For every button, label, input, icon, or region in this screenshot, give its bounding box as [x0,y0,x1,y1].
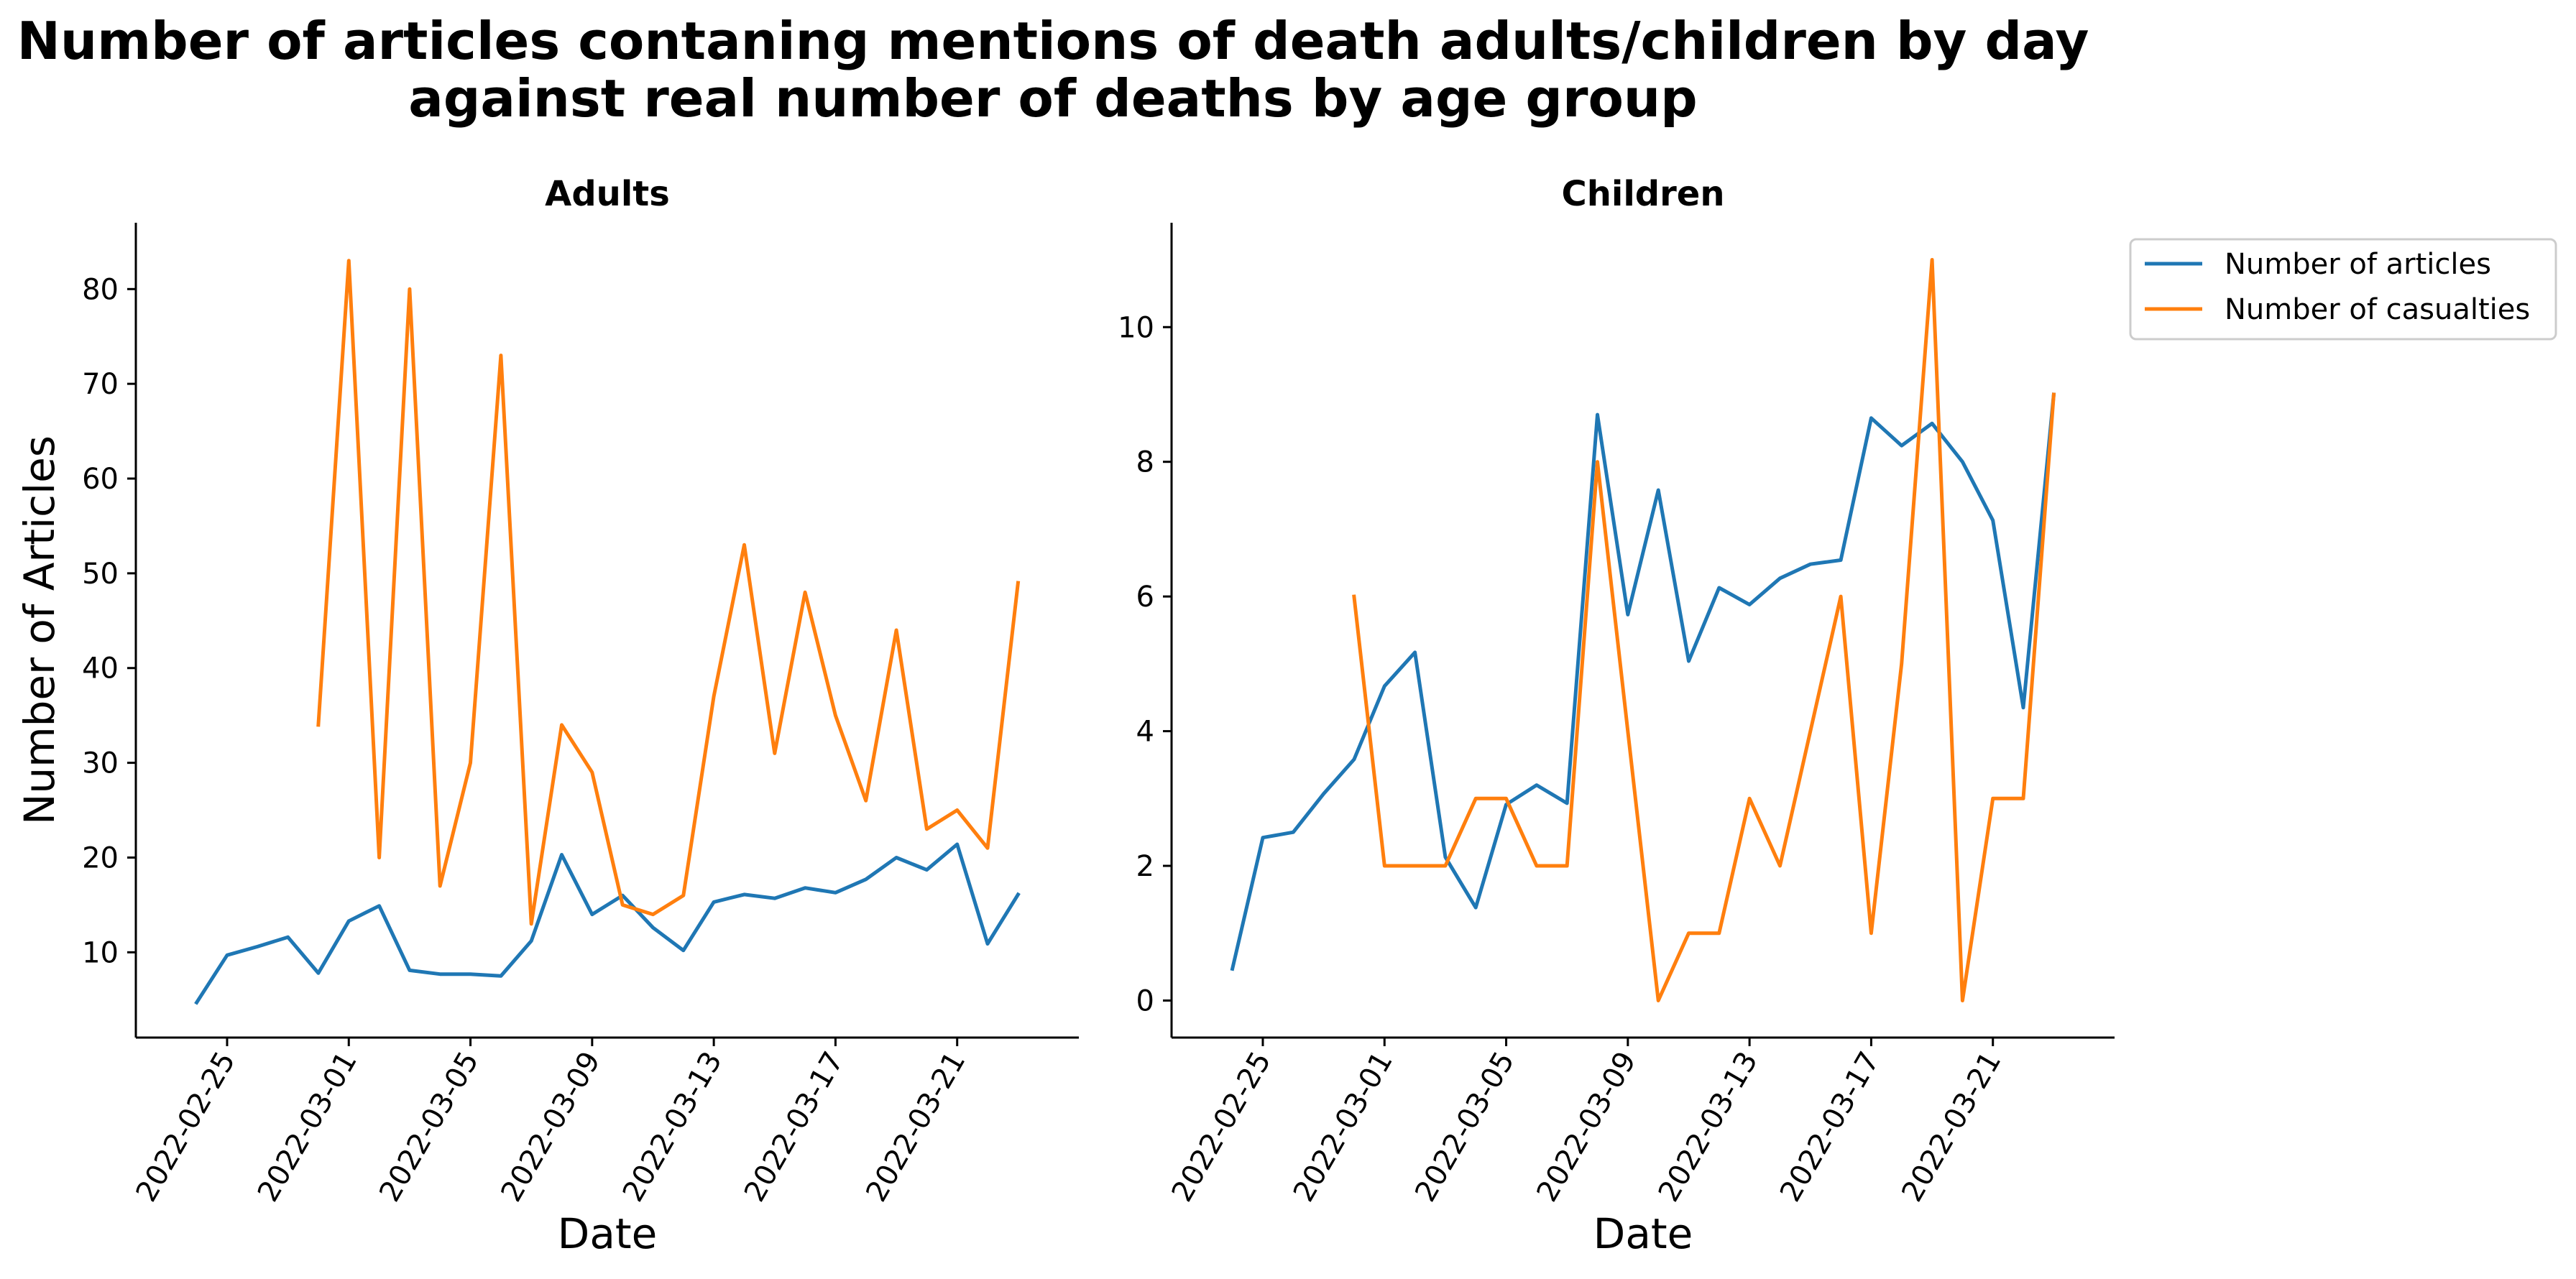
x-tick-label: 2022-03-13 [617,1046,729,1207]
x-tick-label: 2022-02-25 [1166,1046,1278,1207]
series-line-number-of-articles [1230,392,2056,971]
y-tick-label: 70 [82,368,119,401]
x-tick-label: 2022-03-05 [373,1046,485,1207]
y-tick-label: 60 [82,463,119,496]
figure-title-line-2: against real number of deaths by age gro… [408,68,1697,129]
legend-frame [2129,238,2557,341]
y-tick-label: 20 [82,841,119,874]
x-tick-label: 2022-03-09 [1530,1046,1642,1207]
x-axis-label: Date [1593,1209,1693,1258]
x-tick-label: 2022-03-17 [1774,1046,1886,1207]
y-axis-label: Number of Articles [15,435,64,825]
series-line-number-of-articles [194,842,1021,1005]
x-tick-label: 2022-03-05 [1409,1046,1521,1207]
y-tick-label: 8 [1136,446,1154,479]
legend: Number of articles Number of casualties [2129,238,2557,341]
legend-label-casualties: Number of casualties [2225,293,2530,326]
y-tick-label: 2 [1136,850,1154,883]
x-tick-label: 2022-03-17 [738,1046,850,1207]
legend-label-articles: Number of articles [2225,248,2491,281]
y-tick-label: 50 [82,558,119,591]
y-tick-label: 40 [82,652,119,685]
x-axis-label: Date [558,1209,658,1258]
x-tick-label: 2022-03-01 [1287,1046,1399,1207]
x-tick-label: 2022-03-01 [252,1046,364,1207]
y-tick-label: 10 [82,936,119,969]
panel-title: Adults [545,174,670,214]
panel-title: Children [1561,174,1724,214]
x-tick-label: 2022-03-09 [494,1046,607,1207]
x-tick-label: 2022-03-13 [1652,1046,1765,1207]
x-tick-label: 2022-03-21 [1895,1046,2007,1207]
x-tick-label: 2022-02-25 [130,1046,242,1207]
y-tick-label: 10 [1118,311,1154,344]
figure-title-line-1: Number of articles contaning mentions of… [17,11,2089,71]
series-line-number-of-casualties [1352,258,2056,1002]
y-tick-label: 30 [82,747,119,780]
y-tick-label: 6 [1136,581,1154,614]
y-tick-label: 0 [1136,984,1154,1017]
y-tick-label: 4 [1136,716,1154,749]
series-line-number-of-casualties [316,259,1021,926]
y-tick-label: 80 [82,273,119,306]
x-tick-label: 2022-03-21 [860,1046,972,1207]
